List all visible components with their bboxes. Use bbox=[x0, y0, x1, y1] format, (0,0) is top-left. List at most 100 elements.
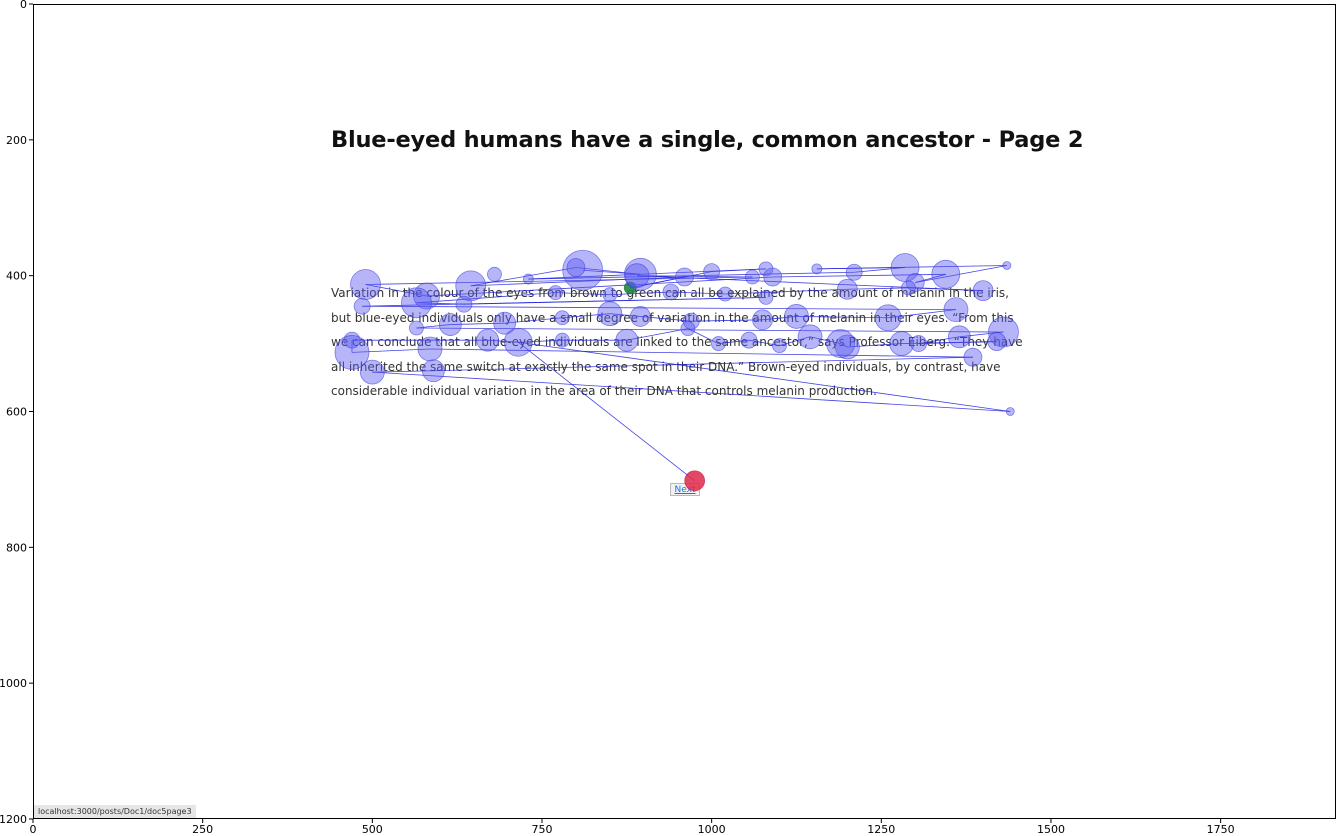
scanpath-segment bbox=[430, 348, 973, 358]
fixation-point bbox=[455, 270, 487, 302]
y-tick-label: 1200 bbox=[0, 813, 27, 826]
fixation-point bbox=[476, 328, 500, 352]
x-tick-label: 750 bbox=[531, 823, 552, 836]
scanpath-segment bbox=[796, 316, 889, 319]
fixation-point bbox=[763, 267, 783, 287]
scanpath-segment bbox=[504, 317, 563, 324]
fixation-point bbox=[889, 331, 915, 356]
scanpath-segment bbox=[555, 292, 610, 296]
fixation-point bbox=[901, 280, 916, 296]
fixation-point bbox=[752, 309, 773, 331]
scanpath-segment bbox=[351, 348, 431, 353]
axes: 0 250 500 750 1000 1250 1500 1750 0 200 400 600 800 1… bbox=[0, 0, 1235, 836]
scanpath-segment bbox=[528, 271, 855, 280]
fixation-point bbox=[334, 335, 370, 370]
scanpath-segment bbox=[433, 356, 973, 372]
x-tick-label: 1750 bbox=[1207, 823, 1235, 836]
fixation-point bbox=[826, 329, 855, 358]
fixation-point bbox=[624, 263, 650, 289]
x-tick-label: 1250 bbox=[867, 823, 895, 836]
fixation-point bbox=[758, 289, 774, 305]
scanpath-segment bbox=[470, 267, 576, 287]
fixation-point bbox=[811, 263, 823, 275]
scanpath-segment bbox=[915, 273, 946, 283]
fixation-point bbox=[836, 278, 858, 300]
fixation-point bbox=[554, 332, 570, 348]
fixation-point bbox=[353, 297, 371, 315]
y-tick-label: 800 bbox=[6, 541, 27, 554]
fixation-point bbox=[834, 334, 860, 360]
scanpath-segment bbox=[517, 341, 695, 482]
y-tick-label: 1000 bbox=[0, 677, 27, 690]
scanpath bbox=[351, 265, 1011, 482]
x-tick-label: 500 bbox=[362, 823, 383, 836]
status-bar-url: localhost:3000/posts/Doc1/doc5page3 bbox=[34, 805, 196, 818]
scanpath-segment bbox=[626, 328, 688, 341]
scanpath-segment bbox=[718, 339, 750, 344]
fixation-point bbox=[740, 331, 758, 349]
scanpath-segment bbox=[670, 291, 726, 295]
x-tick-label: 1000 bbox=[698, 823, 726, 836]
fixation-point bbox=[422, 359, 445, 383]
scanpath-segment bbox=[901, 341, 997, 344]
x-tick-label: 0 bbox=[30, 823, 37, 836]
fixation-point bbox=[602, 287, 618, 303]
y-tick-label: 400 bbox=[6, 270, 27, 283]
scanpath-segment bbox=[779, 336, 811, 347]
scanpath-segment bbox=[362, 305, 956, 311]
y-tick-label: 0 bbox=[20, 0, 27, 11]
fixation-point bbox=[910, 335, 928, 352]
fixation-point bbox=[947, 325, 971, 349]
scanpath-segment bbox=[847, 343, 902, 348]
fixation-point bbox=[623, 257, 657, 291]
scanpath-segment bbox=[562, 313, 610, 319]
scanpath-segment bbox=[840, 343, 848, 348]
scanpath-segment bbox=[528, 268, 766, 280]
fixation-point bbox=[931, 259, 961, 289]
scanpath-segment bbox=[609, 291, 671, 296]
scanpath-segment bbox=[725, 288, 848, 295]
scanpath-segment bbox=[854, 267, 906, 273]
fixation-point bbox=[744, 269, 760, 285]
scanpath-segment bbox=[609, 313, 641, 317]
fixation-point bbox=[758, 261, 774, 277]
x-tick-label: 250 bbox=[192, 823, 213, 836]
scanpath-segment bbox=[687, 328, 719, 344]
fixation-point bbox=[963, 347, 983, 367]
fixation-point bbox=[413, 282, 441, 310]
plot-area: Blue-eyed humans have a single, common a… bbox=[33, 4, 1336, 819]
fixation-point bbox=[972, 280, 994, 302]
scanpath-segment bbox=[908, 287, 984, 292]
fixation-point bbox=[987, 332, 1007, 351]
fixation-point bbox=[455, 295, 473, 313]
fixation-point bbox=[943, 297, 969, 323]
fixation-point bbox=[401, 287, 432, 319]
fixation-point bbox=[615, 328, 639, 352]
scanpath-segment bbox=[816, 265, 1007, 270]
scanpath-segment bbox=[362, 297, 766, 307]
fixation-point bbox=[772, 338, 787, 354]
page-title: Blue-eyed humans have a single, common a… bbox=[331, 127, 1084, 153]
scanpath-segment bbox=[809, 336, 841, 344]
fixation-point bbox=[711, 336, 726, 351]
fixation-point bbox=[629, 306, 651, 327]
fixation-point bbox=[717, 286, 733, 302]
scanpath-segment bbox=[518, 341, 1011, 412]
scanpath-segment bbox=[918, 336, 960, 344]
fixation-point bbox=[662, 283, 680, 301]
scanpath-segment bbox=[450, 322, 505, 325]
fixation-point bbox=[523, 273, 534, 285]
scanpath-segment bbox=[372, 371, 1011, 412]
scanpath-segment bbox=[416, 292, 556, 304]
fixation-point bbox=[548, 285, 563, 301]
fixation-point bbox=[409, 320, 424, 336]
fixation-point bbox=[350, 269, 381, 300]
fixation-point bbox=[562, 249, 604, 291]
scanpath-segment bbox=[365, 284, 427, 297]
fixation-point bbox=[905, 273, 925, 292]
fixation-point bbox=[682, 312, 700, 330]
fixation-point bbox=[566, 258, 586, 277]
fixation-point bbox=[359, 359, 385, 385]
fixation-point bbox=[845, 263, 863, 281]
fixation-layer bbox=[334, 249, 1019, 492]
